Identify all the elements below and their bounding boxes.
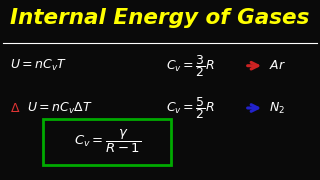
- Text: $C_v = \dfrac{5}{2}R$: $C_v = \dfrac{5}{2}R$: [166, 95, 215, 121]
- Text: $U = nC_vT$: $U = nC_vT$: [10, 58, 67, 73]
- Text: $N_2$: $N_2$: [269, 100, 285, 116]
- Text: Internal Energy of Gases: Internal Energy of Gases: [10, 8, 310, 28]
- Bar: [43, 119, 171, 165]
- Text: $U = nC_v\Delta T$: $U = nC_v\Delta T$: [27, 100, 93, 116]
- Text: $C_v = \dfrac{\gamma}{R-1}$: $C_v = \dfrac{\gamma}{R-1}$: [74, 128, 141, 155]
- Text: $Ar$: $Ar$: [269, 59, 286, 72]
- Text: $\Delta$: $\Delta$: [10, 102, 20, 114]
- Text: $C_v = \dfrac{3}{2}R$: $C_v = \dfrac{3}{2}R$: [166, 53, 215, 79]
